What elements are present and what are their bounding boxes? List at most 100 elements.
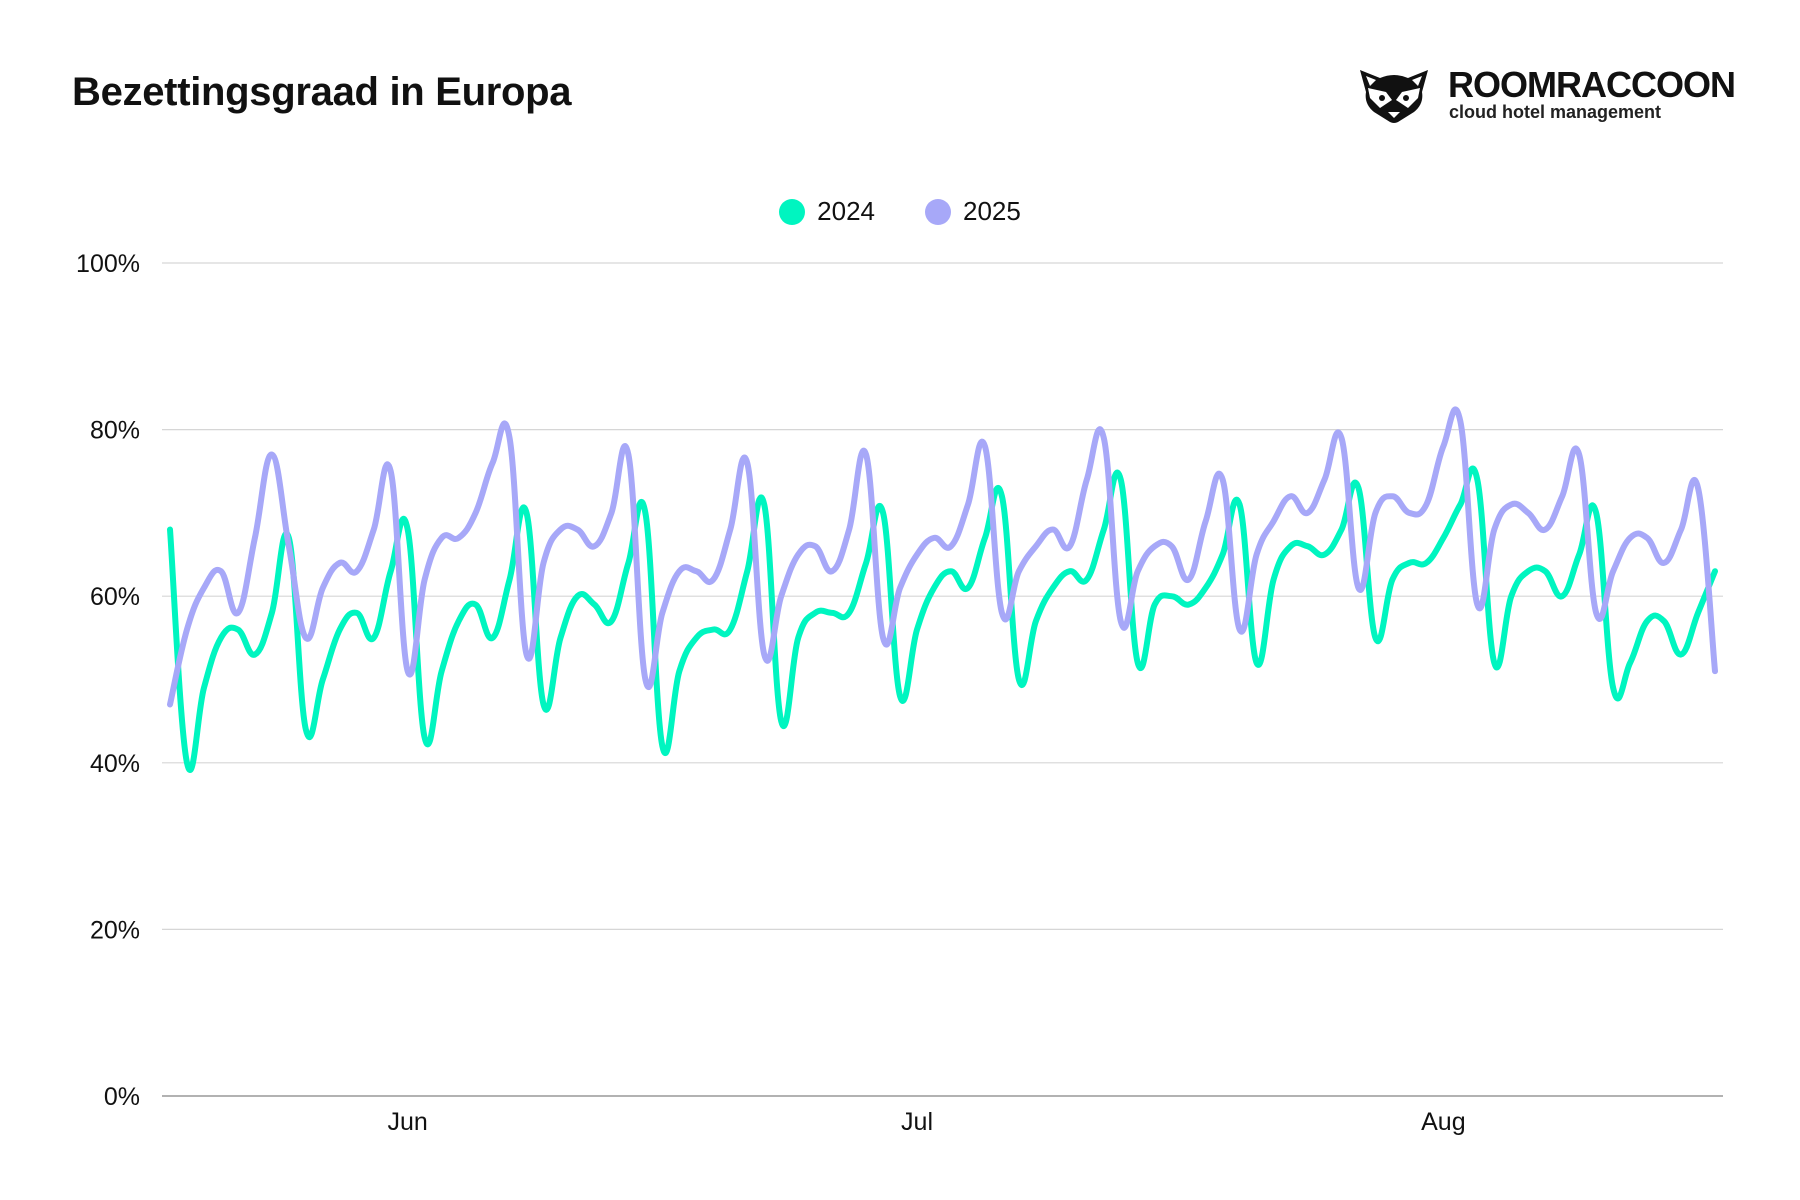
data-point-2025 xyxy=(184,627,190,633)
data-point-2025 xyxy=(1338,435,1344,441)
data-point-2025 xyxy=(371,527,377,533)
data-point-2024 xyxy=(1610,685,1616,691)
data-point-2024 xyxy=(1254,660,1260,666)
data-point-2024 xyxy=(337,627,343,633)
data-point-2024 xyxy=(1576,552,1582,558)
data-point-2025 xyxy=(863,452,869,458)
data-point-2025 xyxy=(761,652,767,658)
data-point-2024 xyxy=(1559,593,1565,599)
data-point-2024 xyxy=(1627,660,1633,666)
data-point-2025 xyxy=(1084,477,1090,483)
data-point-2025 xyxy=(1406,510,1412,516)
data-point-2025 xyxy=(1033,543,1039,549)
data-point-2025 xyxy=(1288,493,1294,499)
y-tick-label: 100% xyxy=(76,250,140,278)
raccoon-icon xyxy=(1360,70,1428,123)
logo: ROOMRACCOON cloud hotel management xyxy=(1358,64,1738,128)
legend-dot-2025 xyxy=(925,198,951,225)
data-point-2024 xyxy=(1152,602,1158,608)
data-point-2025 xyxy=(965,502,971,508)
data-point-2024 xyxy=(897,693,903,699)
data-point-2024 xyxy=(1457,502,1463,508)
data-point-2024 xyxy=(693,635,699,641)
data-point-2025 xyxy=(1372,510,1378,516)
data-point-2025 xyxy=(1152,543,1158,549)
x-tick-label: Jun xyxy=(388,1108,428,1136)
data-point-2024 xyxy=(931,585,937,591)
data-point-2025 xyxy=(999,610,1005,616)
data-point-2024 xyxy=(456,618,462,624)
data-point-2024 xyxy=(1237,502,1243,508)
data-point-2025 xyxy=(778,593,784,599)
data-point-2024 xyxy=(1542,568,1548,574)
legend-dot-2024 xyxy=(779,198,806,225)
y-tick-label: 0% xyxy=(104,1083,140,1111)
data-point-2025 xyxy=(1118,618,1124,624)
data-point-2024 xyxy=(252,652,258,658)
data-point-2025 xyxy=(490,460,496,466)
x-tick-label: Aug xyxy=(1421,1108,1465,1136)
data-point-2024 xyxy=(1084,577,1090,583)
data-point-2024 xyxy=(490,635,496,641)
data-point-2024 xyxy=(1695,610,1701,616)
data-point-2024 xyxy=(642,510,648,516)
data-point-2025 xyxy=(1169,543,1175,549)
data-point-2025 xyxy=(320,585,326,591)
data-point-2025 xyxy=(507,435,513,441)
data-point-2025 xyxy=(1491,527,1497,533)
data-point-2024 xyxy=(1355,485,1361,491)
data-point-2024 xyxy=(1135,660,1141,666)
data-point-2024 xyxy=(354,610,360,616)
data-point-2024 xyxy=(659,743,665,749)
data-point-2024 xyxy=(591,602,597,608)
data-point-2024 xyxy=(795,635,801,641)
data-point-2025 xyxy=(541,560,547,566)
data-point-2025 xyxy=(727,527,733,533)
data-point-2024 xyxy=(1712,568,1718,574)
data-point-2024 xyxy=(422,735,428,741)
data-point-2025 xyxy=(1457,418,1463,424)
data-point-2024 xyxy=(388,568,394,574)
data-point-2024 xyxy=(320,677,326,683)
data-point-2025 xyxy=(354,568,360,574)
data-point-2024 xyxy=(557,635,563,641)
data-point-2024 xyxy=(744,568,750,574)
data-point-2025 xyxy=(625,452,631,458)
data-point-2025 xyxy=(846,527,852,533)
data-point-2025 xyxy=(303,635,309,641)
data-point-2025 xyxy=(1067,543,1073,549)
data-point-2025 xyxy=(1474,602,1480,608)
data-point-2025 xyxy=(693,568,699,574)
data-point-2024 xyxy=(507,577,513,583)
data-point-2025 xyxy=(1525,510,1531,516)
data-point-2024 xyxy=(1033,618,1039,624)
data-point-2024 xyxy=(574,593,580,599)
data-point-2025 xyxy=(1542,527,1548,533)
data-point-2024 xyxy=(1067,568,1073,574)
data-point-2025 xyxy=(1050,527,1056,533)
series-line-2025 xyxy=(167,406,1718,708)
data-point-2025 xyxy=(982,443,988,449)
data-point-2025 xyxy=(829,568,835,574)
legend-item-2024[interactable]: 2024 xyxy=(779,196,875,227)
data-point-2024 xyxy=(1338,527,1344,533)
data-point-2024 xyxy=(812,610,818,616)
data-point-2025 xyxy=(269,452,275,458)
data-point-2025 xyxy=(1661,560,1667,566)
data-point-2025 xyxy=(710,577,716,583)
data-point-2025 xyxy=(1322,477,1328,483)
data-point-2024 xyxy=(269,610,275,616)
data-point-2024 xyxy=(541,701,547,707)
data-point-2024 xyxy=(1508,593,1514,599)
y-tick-label: 20% xyxy=(90,916,140,944)
data-point-2025 xyxy=(1271,518,1277,524)
data-point-2025 xyxy=(1389,493,1395,499)
data-point-2024 xyxy=(1101,527,1107,533)
legend-item-2025[interactable]: 2025 xyxy=(925,196,1021,227)
data-point-2025 xyxy=(659,610,665,616)
legend-label-2025: 2025 xyxy=(963,196,1021,226)
data-point-2024 xyxy=(608,618,614,624)
data-point-2025 xyxy=(235,610,241,616)
data-point-2024 xyxy=(201,685,207,691)
